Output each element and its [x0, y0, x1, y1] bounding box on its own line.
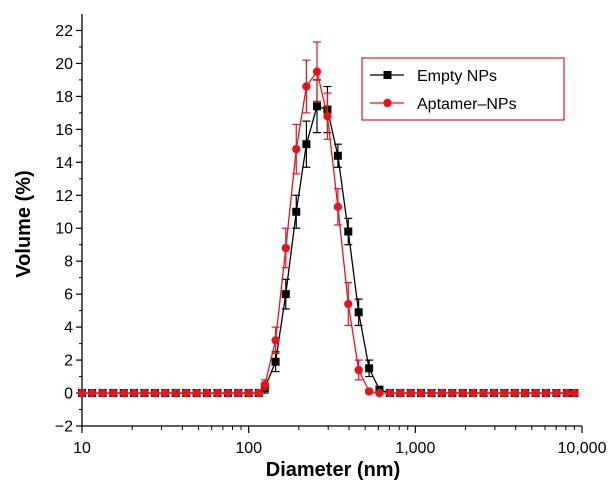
data-point — [437, 388, 447, 398]
data-point — [416, 388, 426, 398]
data-point — [344, 227, 353, 236]
data-point — [150, 388, 160, 398]
y-tick-label: 8 — [64, 254, 73, 271]
axes-frame — [81, 14, 582, 427]
y-tick-label: 12 — [55, 188, 73, 205]
y-tick-label: 22 — [55, 23, 73, 40]
y-tick-label: 6 — [64, 287, 73, 304]
data-point — [292, 207, 301, 216]
data-point — [354, 365, 363, 375]
data-point — [323, 111, 332, 121]
legend-entry-empty-nps: Empty NPs — [370, 68, 497, 85]
data-point — [302, 82, 311, 91]
data-point — [182, 388, 191, 398]
y-tick-label: 16 — [55, 122, 73, 139]
data-point — [119, 388, 128, 398]
legend-box — [361, 57, 565, 121]
y-tick-label: 18 — [55, 89, 73, 106]
data-point — [479, 388, 488, 398]
legend-marker-empty-nps — [383, 71, 392, 79]
legend-label-aptamer-nps: Aptamer–NPs — [417, 96, 517, 113]
data-point — [254, 388, 263, 398]
data-point — [333, 151, 342, 160]
data-point — [344, 299, 353, 309]
data-point — [213, 388, 222, 398]
data-point — [281, 290, 290, 299]
data-point — [510, 388, 519, 398]
data-point — [365, 364, 374, 373]
data-point — [109, 388, 118, 398]
data-point — [271, 336, 280, 345]
y-axis-title: Volume (%) — [13, 170, 35, 277]
data-point — [192, 388, 201, 398]
series-line-empty-nps — [82, 105, 575, 394]
y-tick-label: −2 — [55, 419, 73, 436]
x-tick-label: 10,000 — [558, 440, 607, 457]
data-point — [302, 140, 311, 149]
legend-marker-aptamer-nps — [383, 98, 392, 108]
legend-entry-aptamer-nps: Aptamer–NPs — [370, 96, 517, 113]
data-point — [520, 388, 530, 398]
plot-series — [77, 41, 579, 398]
data-point — [385, 388, 395, 398]
data-point — [140, 388, 149, 398]
data-point — [77, 388, 87, 398]
y-axis-ticks: −2 0 2 4 6 8 10 12 14 16 18 20 22 — [55, 23, 82, 436]
data-point — [129, 388, 139, 398]
data-point — [354, 308, 363, 317]
series-aptamer-nps — [77, 41, 579, 398]
legend: Empty NPs Aptamer–NPs — [361, 57, 565, 121]
data-point — [223, 388, 233, 398]
legend-label-empty-nps: Empty NPs — [417, 68, 497, 85]
data-point — [98, 388, 107, 398]
x-axis-ticks: 10 100 1,000 10,000 — [73, 426, 607, 457]
data-point — [500, 388, 509, 398]
x-axis-title: Diameter (nm) — [266, 459, 400, 481]
data-point — [312, 102, 321, 111]
data-point — [427, 388, 436, 398]
data-point — [562, 388, 572, 398]
data-point — [292, 144, 301, 154]
data-point — [531, 388, 540, 398]
data-point — [468, 388, 478, 398]
data-point — [406, 388, 415, 398]
data-point — [541, 388, 551, 398]
y-tick-label: 20 — [55, 56, 73, 73]
data-point — [333, 202, 343, 212]
data-point — [364, 387, 374, 396]
data-point — [552, 388, 561, 398]
y-tick-label: 2 — [64, 353, 73, 370]
data-point — [396, 388, 405, 398]
data-point — [161, 388, 170, 398]
x-tick-label: 10 — [73, 440, 91, 457]
data-point — [244, 388, 253, 398]
data-point — [458, 388, 467, 398]
y-tick-label: 0 — [64, 386, 73, 403]
data-point — [281, 243, 290, 253]
data-point — [87, 388, 97, 398]
data-point — [312, 67, 322, 76]
x-tick-label: 100 — [235, 440, 262, 457]
data-point — [234, 388, 243, 398]
y-tick-label: 4 — [64, 320, 73, 337]
data-point — [448, 388, 457, 398]
data-point — [202, 388, 212, 398]
data-point — [171, 388, 180, 398]
y-tick-label: 14 — [55, 155, 73, 172]
data-point — [375, 388, 384, 398]
data-point — [570, 388, 579, 398]
x-tick-label: 1,000 — [395, 440, 435, 457]
y-tick-label: 10 — [55, 221, 73, 238]
data-point — [271, 357, 280, 366]
data-point — [260, 380, 270, 389]
data-point — [489, 388, 499, 398]
